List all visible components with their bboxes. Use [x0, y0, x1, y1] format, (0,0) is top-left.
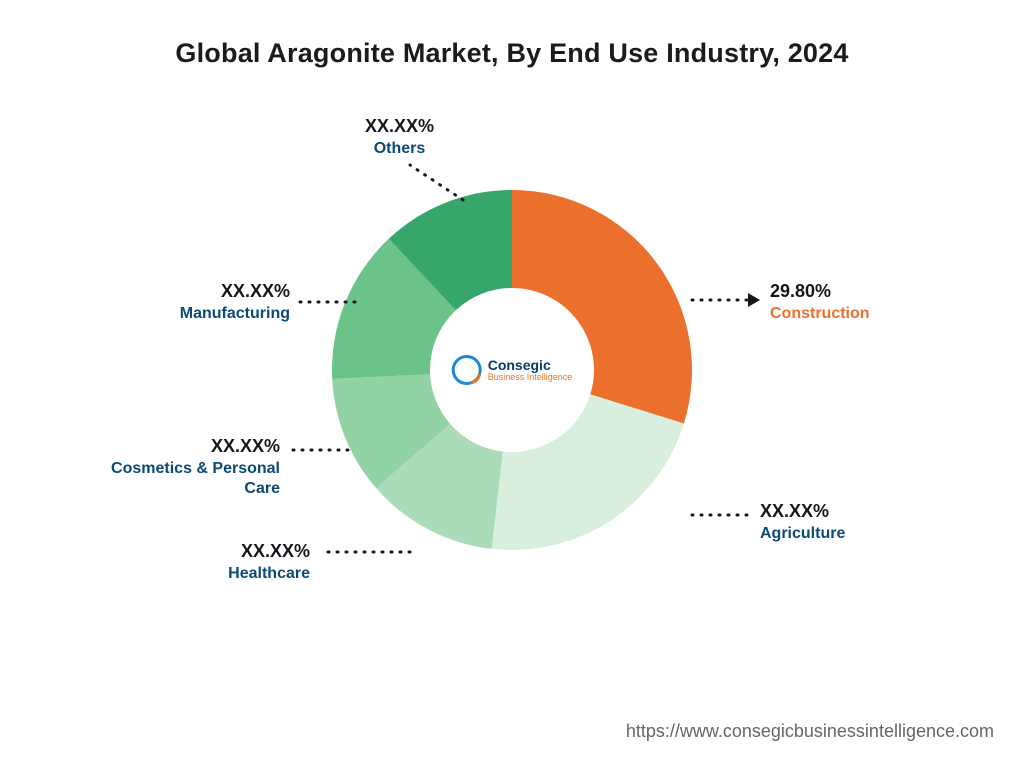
- label-name-cosmetics: Cosmetics & Personal Care: [90, 459, 280, 499]
- logo-mark-icon: [452, 355, 482, 385]
- chart-title: Global Aragonite Market, By End Use Indu…: [0, 38, 1024, 69]
- slice-agriculture: [492, 394, 684, 550]
- label-others: XX.XX%Others: [365, 115, 434, 159]
- donut-chart: Consegic Business Intelligence: [332, 190, 692, 550]
- label-healthcare: XX.XX%Healthcare: [228, 540, 310, 584]
- label-pct-healthcare: XX.XX%: [228, 540, 310, 563]
- footer-url: https://www.consegicbusinessintelligence…: [626, 721, 994, 742]
- label-construction: 29.80%Construction: [770, 280, 870, 324]
- label-pct-construction: 29.80%: [770, 280, 870, 303]
- center-logo: Consegic Business Intelligence: [452, 355, 573, 385]
- label-name-manufacturing: Manufacturing: [180, 304, 290, 324]
- label-manufacturing: XX.XX%Manufacturing: [180, 280, 290, 324]
- label-pct-manufacturing: XX.XX%: [180, 280, 290, 303]
- leader-arrow-construction: [748, 293, 760, 307]
- label-name-healthcare: Healthcare: [228, 564, 310, 584]
- logo-line1: Consegic: [488, 358, 573, 373]
- label-name-others: Others: [365, 139, 434, 159]
- label-pct-agriculture: XX.XX%: [760, 500, 845, 523]
- label-agriculture: XX.XX%Agriculture: [760, 500, 845, 544]
- label-name-construction: Construction: [770, 304, 870, 324]
- slice-construction: [512, 190, 692, 423]
- label-name-agriculture: Agriculture: [760, 524, 845, 544]
- label-cosmetics: XX.XX%Cosmetics & Personal Care: [90, 435, 280, 499]
- label-pct-cosmetics: XX.XX%: [90, 435, 280, 458]
- logo-line2: Business Intelligence: [488, 373, 573, 382]
- label-pct-others: XX.XX%: [365, 115, 434, 138]
